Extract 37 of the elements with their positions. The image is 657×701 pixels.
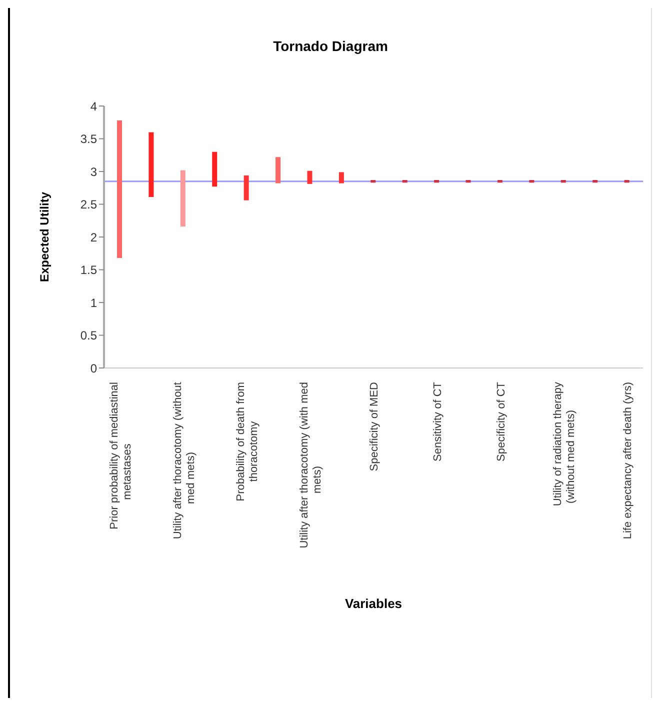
x-tick-label: Specificity of MED xyxy=(368,382,380,472)
y-tick-label: 1 xyxy=(90,296,98,310)
x-tick-label: Life expectancy after death (yrs) xyxy=(622,382,634,540)
bar xyxy=(307,170,312,184)
y-axis-title: Expected Utility xyxy=(37,192,52,282)
bar xyxy=(434,180,440,183)
bar xyxy=(560,180,566,183)
y-tick-label: 3.5 xyxy=(80,132,98,146)
bar xyxy=(466,180,471,183)
y-tick-label: 1.5 xyxy=(80,263,98,278)
x-tick-label: Utility of radiation therapy (without med mets) xyxy=(552,382,578,506)
bar xyxy=(529,180,534,183)
y-tick-label: 0 xyxy=(90,361,98,376)
bar xyxy=(497,180,502,183)
bar xyxy=(180,170,186,227)
bar xyxy=(117,120,122,258)
y-tick-label: 4 xyxy=(90,99,98,114)
bar xyxy=(402,180,408,183)
bar xyxy=(212,152,218,187)
x-tick-label: Prior probability of mediastinal metastases xyxy=(108,382,134,530)
bar xyxy=(276,157,281,184)
bar xyxy=(624,180,630,183)
chart-title: Tornado Diagram xyxy=(272,38,389,54)
y-tick-label: 3 xyxy=(90,164,98,179)
bar xyxy=(148,132,154,198)
y-tick-label: 2.5 xyxy=(80,198,98,212)
bar xyxy=(244,175,249,200)
x-tick-label: Utility after thoracotomy (with med mets) xyxy=(298,382,324,548)
x-axis-title: Variables xyxy=(344,596,402,611)
y-tick-label: 0.5 xyxy=(80,328,98,343)
y-tick-label: 2 xyxy=(90,230,98,244)
x-tick-label: Utility after thoracotomy (without med mets) xyxy=(172,382,197,540)
x-tick-label: Specificity of CT xyxy=(495,382,508,462)
x-tick-label: Sensitivity of CT xyxy=(432,382,444,462)
bar xyxy=(592,180,598,183)
bar xyxy=(338,172,344,184)
bar xyxy=(370,180,376,183)
